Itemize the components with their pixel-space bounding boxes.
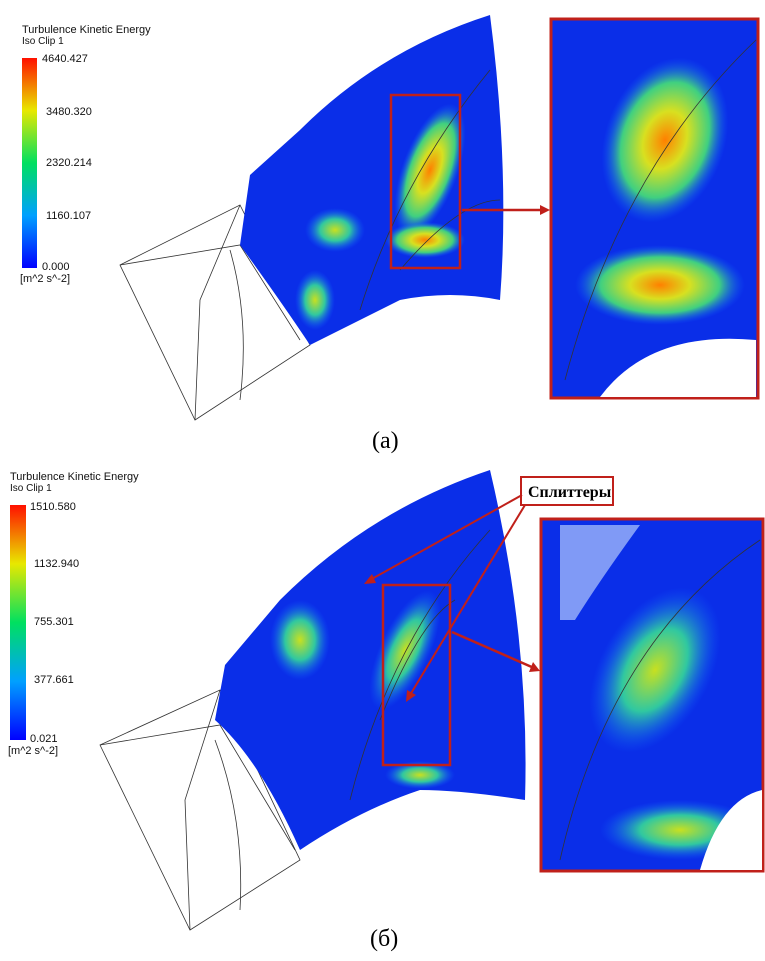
arrow-head — [540, 205, 550, 215]
legend-subtitle: Iso Clip 1 — [22, 36, 64, 47]
hot-spot — [295, 270, 335, 330]
legend-subtitle: Iso Clip 1 — [10, 483, 52, 494]
colorbar-tick: 1132.940 — [34, 558, 79, 570]
colorbar-tick: 1160.107 — [46, 210, 91, 222]
colorbar-tick: 2320.214 — [46, 157, 92, 169]
hot-spot — [575, 245, 745, 325]
colorbar — [22, 58, 37, 268]
flow-region — [240, 15, 503, 345]
hot-spot — [305, 208, 365, 252]
colorbar-tick: 0.000 — [42, 261, 70, 273]
hot-spot — [270, 600, 330, 680]
caption: (б) — [370, 926, 398, 952]
legend-title: Turbulence Kinetic Energy — [22, 24, 151, 36]
colorbar-tick: 3480.320 — [46, 106, 92, 118]
colorbar-tick: 0.021 — [30, 733, 58, 745]
colorbar-tick: 4640.427 — [42, 53, 88, 65]
panel-a: Turbulence Kinetic Energy Iso Clip 1 464… — [20, 15, 758, 420]
caption: (a) — [372, 428, 399, 454]
colorbar-tick: 377.661 — [34, 674, 74, 686]
colorbar-tick: 1510.580 — [30, 501, 76, 513]
figure: Turbulence Kinetic Energy Iso Clip 1 464… — [0, 0, 765, 961]
colorbar — [10, 505, 26, 740]
flow-region — [215, 470, 526, 850]
colorbar-unit: [m^2 s^-2] — [8, 745, 58, 757]
panel-b: Turbulence Kinetic Energy Iso Clip 1 151… — [8, 470, 763, 930]
colorbar-tick: 755.301 — [34, 616, 74, 628]
legend-title: Turbulence Kinetic Energy — [10, 471, 139, 483]
callout-label: Сплиттеры — [528, 484, 612, 501]
colorbar-unit: [m^2 s^-2] — [20, 273, 70, 285]
hot-spot — [385, 222, 465, 258]
